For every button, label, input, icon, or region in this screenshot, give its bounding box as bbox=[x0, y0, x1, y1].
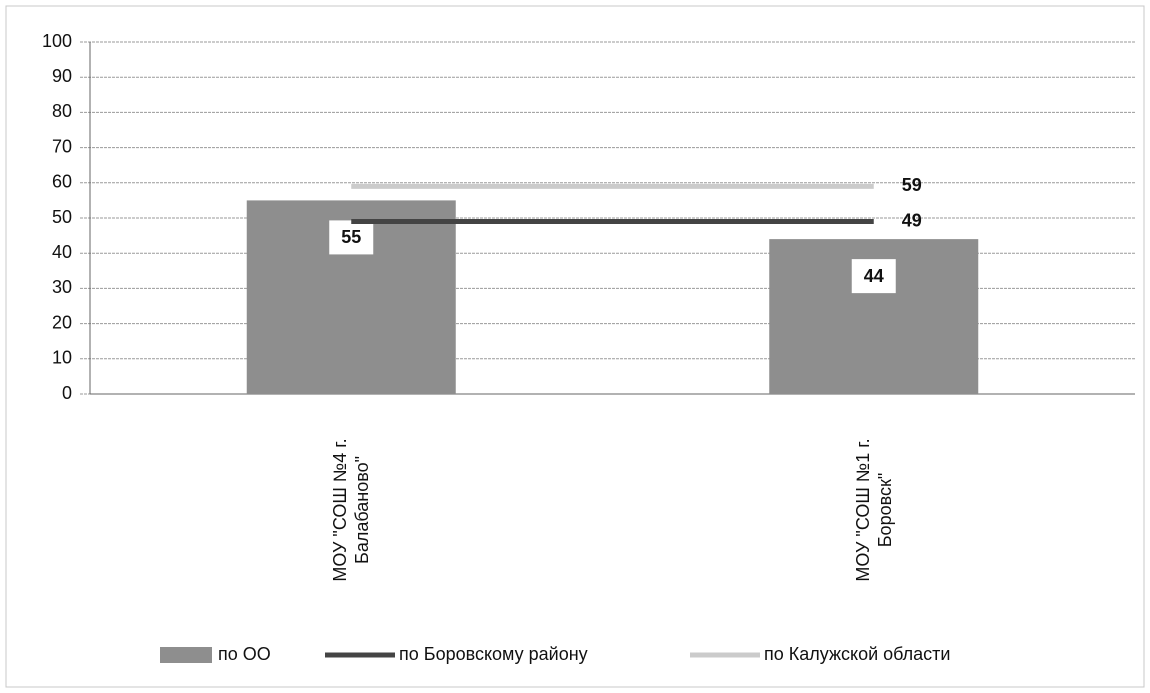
y-tick-label: 100 bbox=[42, 31, 72, 51]
data-label-box bbox=[329, 220, 374, 255]
legend-label: по Боровскому району bbox=[399, 644, 588, 664]
legend-label: по Калужской области bbox=[764, 644, 950, 664]
data-label: 55 bbox=[341, 227, 361, 247]
y-tick-label: 10 bbox=[52, 348, 72, 368]
legend-label: по ОО bbox=[218, 644, 271, 664]
y-tick-label: 70 bbox=[52, 136, 72, 156]
x-tick-label: МОУ "СОШ №1 г. Боровск" bbox=[852, 438, 895, 582]
y-tick-label: 50 bbox=[52, 207, 72, 227]
chart-border bbox=[5, 5, 1145, 688]
legend-swatch bbox=[160, 647, 212, 663]
y-tick-label: 80 bbox=[52, 101, 72, 121]
y-tick-label: 30 bbox=[52, 277, 72, 297]
data-label: 49 bbox=[902, 210, 922, 230]
y-tick-label: 90 bbox=[52, 66, 72, 86]
data-label: 59 bbox=[902, 175, 922, 195]
data-label: 44 bbox=[864, 266, 884, 286]
y-tick-label: 40 bbox=[52, 242, 72, 262]
x-tick-label: МОУ "СОШ №4 г. Балабаново" bbox=[330, 438, 373, 582]
y-tick-label: 20 bbox=[52, 312, 72, 332]
data-label-box bbox=[851, 259, 896, 294]
y-tick-label: 60 bbox=[52, 172, 72, 192]
y-tick-label: 0 bbox=[62, 383, 72, 403]
